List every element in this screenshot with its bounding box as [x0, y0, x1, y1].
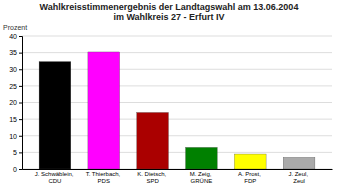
y-tick-mark	[19, 36, 22, 37]
bar	[137, 112, 169, 169]
x-tick: M. Zeig, GRÜNE	[190, 169, 213, 184]
bar	[186, 147, 218, 169]
x-tick-label: J. Zeul, Zeul	[288, 171, 309, 184]
y-tick-label: 30	[9, 66, 17, 73]
bar	[88, 52, 120, 169]
y-tick-label: 5	[13, 149, 17, 156]
y-tick-label: 35	[9, 49, 17, 56]
grid-line	[22, 52, 332, 53]
y-tick-label: 40	[9, 33, 17, 40]
x-tick: A. Prost, FDP	[238, 169, 263, 184]
y-axis: 0 5 10 15 20 25 30 35 40	[9, 33, 22, 173]
bar	[39, 62, 71, 169]
y-tick-label: 20	[9, 99, 17, 106]
x-tick-label: K. Dietsch, SPD	[137, 171, 168, 184]
x-tick-label: M. Zeig, GRÜNE	[190, 171, 213, 184]
y-tick: 35	[9, 49, 22, 56]
y-tick: 40	[9, 33, 22, 40]
x-tick: J. Schwäblein, CDU	[35, 169, 75, 184]
y-tick-mark	[19, 136, 22, 137]
y-tick-mark	[19, 169, 22, 170]
y-tick: 25	[9, 83, 22, 90]
y-tick-label: 10	[9, 132, 17, 139]
plot: 0 5 10 15 20 25 30 35 40 J. Schwäblein, CDU T. Thi…	[9, 33, 332, 184]
x-tick-label: A. Prost, FDP	[238, 171, 263, 184]
chart: Wahlkreisstimmenergebnis der Landtagswah…	[0, 0, 338, 193]
x-tick-label: T. Thierbach, PDS	[86, 171, 122, 184]
x-tick: K. Dietsch, SPD	[137, 169, 168, 184]
bar	[283, 157, 315, 169]
y-tick-mark	[19, 103, 22, 104]
y-tick: 20	[9, 99, 22, 106]
y-tick: 30	[9, 66, 22, 73]
title: Wahlkreisstimmenergebnis der Landtagswah…	[40, 2, 299, 12]
x-tick: J. Zeul, Zeul	[288, 169, 309, 184]
y-tick-label: 25	[9, 83, 17, 90]
x-axis: J. Schwäblein, CDU T. Thierbach, PDS K. Di…	[23, 169, 333, 184]
y-tick-label: 0	[13, 166, 17, 173]
y-tick-mark	[19, 119, 22, 120]
grid	[22, 36, 332, 169]
x-tick: T. Thierbach, PDS	[86, 169, 122, 184]
y-tick: 10	[9, 132, 22, 139]
y-tick-mark	[19, 69, 22, 70]
grid-line	[22, 36, 332, 37]
y-tick: 5	[13, 149, 22, 156]
y-axis-title: Prozent	[3, 24, 27, 31]
bars	[39, 52, 315, 169]
y-tick-mark	[19, 53, 22, 54]
y-tick-mark	[19, 152, 22, 153]
y-tick-label: 15	[9, 116, 17, 123]
y-axis-line	[19, 37, 23, 170]
y-tick: 15	[9, 116, 22, 123]
subtitle: im Wahlkreis 27 - Erfurt IV	[113, 12, 224, 22]
y-tick: 0	[13, 166, 22, 173]
x-tick-label: J. Schwäblein, CDU	[35, 171, 75, 184]
y-tick-mark	[19, 86, 22, 87]
x-axis-line	[23, 169, 333, 170]
bar	[234, 154, 266, 169]
